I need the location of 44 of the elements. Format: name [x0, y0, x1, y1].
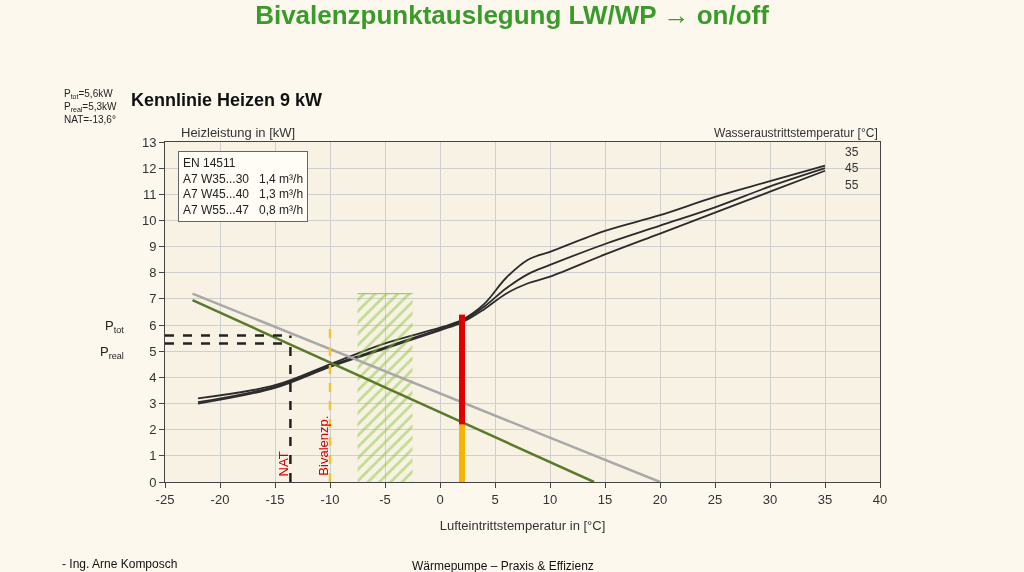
- y-axis-title: Heizleistung in [kW]: [181, 125, 296, 140]
- x-tick-label: 35: [817, 491, 833, 507]
- y-tick-label: 4: [149, 369, 157, 385]
- x-tick-label: -5: [379, 491, 391, 507]
- text: P$_{real}$: [100, 344, 124, 361]
- y-tick-label: 7: [149, 291, 157, 307]
- chart-title: Bivalenzpunktauslegung LW/WP → on/off: [255, 0, 770, 30]
- chart-subtitle: Kennlinie Heizen 9 kW: [131, 90, 323, 110]
- y-tick-label: 3: [149, 396, 157, 412]
- y-tick-label: 0: [149, 474, 157, 490]
- text: - Ing. Arne Komposch: [62, 557, 178, 571]
- y-tick-label: 1: [149, 448, 157, 464]
- x-tick-label: 10: [542, 491, 558, 507]
- series-label: 55: [845, 178, 859, 192]
- annotation: NAT: [275, 451, 291, 477]
- y-tick-label: 11: [142, 186, 157, 202]
- x-tick-label: -20: [210, 491, 230, 507]
- y-tick-label: 9: [149, 239, 157, 255]
- x-tick-label: 0: [436, 491, 444, 507]
- x-tick-label: -15: [265, 491, 285, 507]
- series-label: 45: [845, 161, 859, 175]
- series-label: 35: [845, 145, 859, 159]
- annotation: Bivalenzp.: [315, 415, 331, 476]
- x-tick-label: 40: [872, 491, 888, 507]
- y-tick-label: 8: [149, 265, 157, 281]
- x-tick-label: 20: [652, 491, 668, 507]
- x-tick-label: 30: [762, 491, 778, 507]
- y-tick-label: 12: [141, 160, 157, 176]
- text: P$_{tot}$: [105, 318, 125, 335]
- x-tick-label: 15: [597, 491, 613, 507]
- annotation: EN 14511 A7 W35...30 1,4 m³/h A7 W45...40 1,3 m³/h A7 W55...47 0,8 m³/h: [183, 156, 304, 217]
- x-tick-label: -25: [155, 491, 175, 507]
- y-tick-label: 10: [141, 213, 157, 229]
- y-tick-label: 2: [149, 422, 157, 438]
- text: P$_{tot}$=5,6kW P$_{real}$=5,3kW NAT=-13,6°: [64, 88, 118, 125]
- x-tick-label: 5: [491, 491, 499, 507]
- y-tick-label: 13: [141, 134, 157, 150]
- x-tick-label: 25: [707, 491, 723, 507]
- text: Wärmepumpe – Praxis & Effizienz: [412, 559, 594, 572]
- y-tick-label: 6: [149, 317, 157, 333]
- y-tick-label: 5: [149, 343, 157, 359]
- x-tick-label: -10: [320, 491, 340, 507]
- legend-title: Wasseraustrittstemperatur [°C]: [714, 126, 878, 140]
- x-axis-title: Lufteintrittstemperatur in [°C]: [439, 518, 606, 534]
